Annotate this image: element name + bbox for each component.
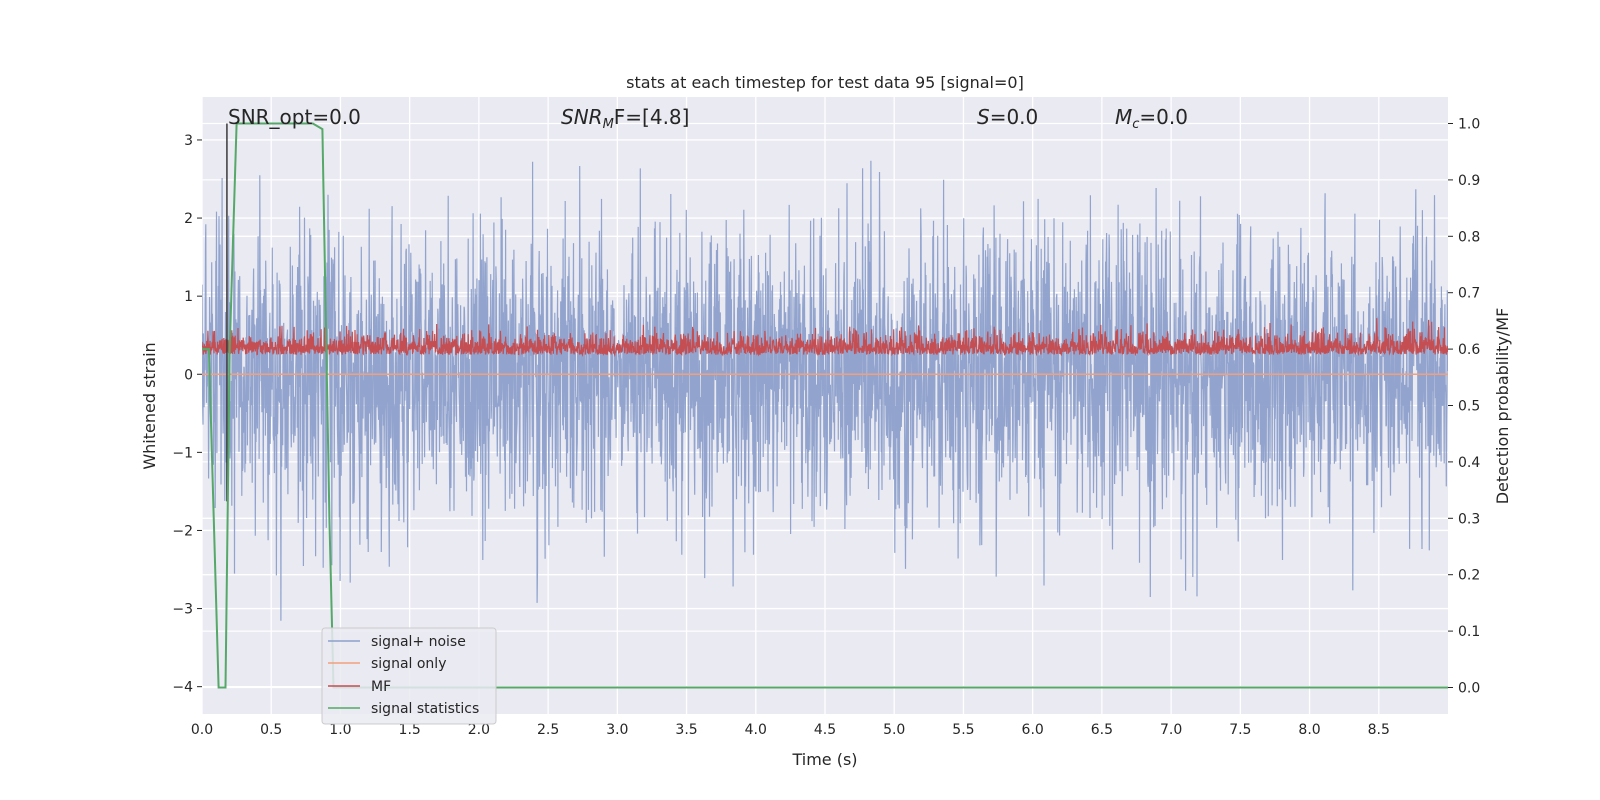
y2-tick-label: 0.8 <box>1458 229 1480 245</box>
y2-tick-label: 0.2 <box>1458 568 1480 584</box>
y-axis-label: Whitened strain <box>140 342 159 469</box>
x-tick-label: 4.5 <box>814 722 836 738</box>
y2-tick-label: 0.3 <box>1458 511 1480 527</box>
y-tick-label: −2 <box>172 523 193 539</box>
annotation-mc-main: M <box>1115 105 1132 129</box>
series-mf <box>202 318 1448 358</box>
x-tick-label: 2.5 <box>537 722 559 738</box>
y2-tick-label: 0.0 <box>1458 680 1480 696</box>
x-tick-label: 0.5 <box>260 722 282 738</box>
chart-title: stats at each timestep for test data 95 … <box>626 73 1024 92</box>
x-tick-label: 6.5 <box>1091 722 1113 738</box>
y-tick-label: 2 <box>184 211 193 227</box>
y2-tick-label: 0.9 <box>1458 173 1480 189</box>
x-tick-label: 7.0 <box>1160 722 1182 738</box>
annotation-mc: Mc=0.0 <box>1115 105 1188 132</box>
x-tick-label: 5.0 <box>883 722 905 738</box>
x-tick-label: 8.0 <box>1298 722 1320 738</box>
y2-tick-label: 0.5 <box>1458 399 1480 415</box>
y2-tick-label: 0.7 <box>1458 286 1480 302</box>
annotation-s-main: S <box>977 105 990 129</box>
x-tick-label: 3.5 <box>675 722 697 738</box>
y2-tick-label: 1.0 <box>1458 117 1480 133</box>
annotation-snr-mf: SNRMF=[4.8] <box>561 105 689 132</box>
x-tick-label: 6.0 <box>1022 722 1044 738</box>
series-signal-statistics <box>202 122 1448 689</box>
y-axis-ticks: 3 2 1 0 −1 −2 −3 −4 <box>172 133 202 696</box>
legend-label-signal-noise: signal+ noise <box>371 634 466 650</box>
x-tick-label: 1.5 <box>399 722 421 738</box>
y2-axis-label: Detection probability/MF <box>1493 308 1512 505</box>
y-tick-label: −3 <box>172 602 193 618</box>
x-axis-ticks: 0.0 0.5 1.0 1.5 2.0 2.5 3.0 3.5 4.0 4.5 5.0 5.5 6.0 6… <box>191 722 1390 738</box>
x-axis-label: Time (s) <box>791 750 857 769</box>
x-tick-label: 3.0 <box>606 722 628 738</box>
annotation-s-rest: =0.0 <box>990 105 1039 129</box>
x-tick-label: 0.0 <box>191 722 213 738</box>
y2-axis-ticks: 1.0 0.9 0.8 0.7 0.6 0.5 0.4 0.3 0.2 0.1 0.0 <box>1448 117 1480 696</box>
x-tick-label: 1.0 <box>329 722 351 738</box>
legend-label-mf: MF <box>371 679 391 695</box>
legend: signal+ noise signal only MF signal stat… <box>321 627 497 725</box>
y2-tick-label: 0.6 <box>1458 342 1480 358</box>
legend-box <box>321 627 497 725</box>
y2-tick-label: 0.4 <box>1458 455 1480 471</box>
annotation-mc-rest: =0.0 <box>1139 105 1188 129</box>
annotation-mc-sub: c <box>1132 117 1139 132</box>
series-signal-noise <box>202 160 1448 621</box>
y2-tick-label: 0.1 <box>1458 624 1480 640</box>
annotation-snr-mf-sub: M <box>603 117 614 132</box>
annotation-s: S=0.0 <box>977 105 1038 129</box>
legend-label-signal-statistics: signal statistics <box>371 701 479 717</box>
annotation-snr-mf-rest: F=[4.8] <box>614 105 690 129</box>
y-tick-label: 3 <box>184 133 193 149</box>
y-tick-label: −1 <box>172 445 193 461</box>
x-tick-label: 7.5 <box>1229 722 1251 738</box>
y-tick-label: −4 <box>172 680 193 696</box>
y-tick-label: 1 <box>184 289 193 305</box>
x-tick-label: 8.5 <box>1368 722 1390 738</box>
x-tick-label: 2.0 <box>468 722 490 738</box>
legend-label-signal-only: signal only <box>371 656 446 672</box>
x-tick-label: 5.5 <box>952 722 974 738</box>
y-tick-label: 0 <box>184 367 193 383</box>
annotation-snr-mf-main: SNR <box>561 105 603 129</box>
annotation-snr-opt: SNR_opt=0.0 <box>228 105 361 129</box>
x-tick-label: 4.0 <box>745 722 767 738</box>
